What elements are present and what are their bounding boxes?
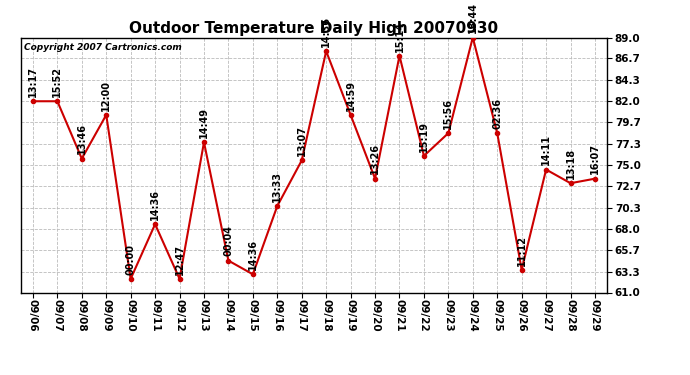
Text: 13:18: 13:18 [566,148,575,179]
Text: 13:33: 13:33 [273,171,282,202]
Text: 13:44: 13:44 [468,2,477,33]
Text: 14:36: 14:36 [321,16,331,47]
Text: 13:07: 13:07 [297,125,307,156]
Text: 02:36: 02:36 [492,98,502,129]
Text: 14:36: 14:36 [248,239,258,270]
Text: Copyright 2007 Cartronics.com: Copyright 2007 Cartronics.com [23,43,181,52]
Text: 00:04: 00:04 [224,225,233,256]
Text: 15:19: 15:19 [419,121,429,152]
Text: 14:36: 14:36 [150,189,160,220]
Text: 16:07: 16:07 [590,144,600,174]
Title: Outdoor Temperature Daily High 20070930: Outdoor Temperature Daily High 20070930 [130,21,498,36]
Text: 13:46: 13:46 [77,123,87,154]
Text: 13:26: 13:26 [370,144,380,174]
Text: 15:52: 15:52 [52,66,62,97]
Text: 15:56: 15:56 [444,98,453,129]
Text: 14:49: 14:49 [199,107,209,138]
Text: 14:59: 14:59 [346,80,355,111]
Text: 12:47: 12:47 [175,244,184,274]
Text: 00:00: 00:00 [126,244,136,274]
Text: 15:14: 15:14 [395,21,404,51]
Text: 12:00: 12:00 [101,80,111,111]
Text: 11:12: 11:12 [517,235,526,266]
Text: 14:11: 14:11 [541,134,551,165]
Text: 13:17: 13:17 [28,66,38,97]
